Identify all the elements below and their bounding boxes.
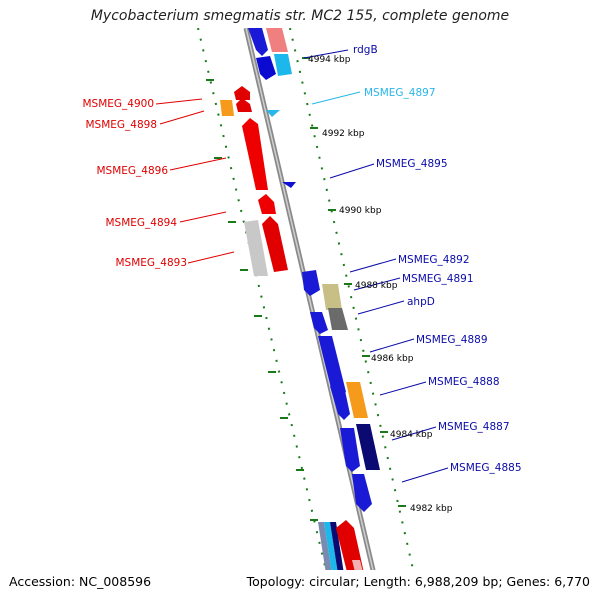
gene-glyph-MSMEG_4895 (282, 182, 296, 188)
gene-label-rdgB: rdgB (353, 44, 378, 56)
kbp-labels: 4994 kbp 4992 kbp 4990 kbp 4988 kbp 4986… (308, 55, 453, 514)
gene-label-MSMEG_4900: MSMEG_4900 (82, 98, 154, 110)
gene-glyph-MSMEG_4893-gray (244, 220, 268, 276)
gene-label-MSMEG_4889: MSMEG_4889 (416, 334, 488, 346)
gene-glyph-MSMEG_4887 (356, 424, 380, 470)
kbp-label: 4988 kbp (355, 281, 398, 291)
kbp-label: 4990 kbp (339, 206, 382, 216)
gene-label-MSMEG_4893: MSMEG_4893 (115, 257, 187, 269)
gene-glyph-MSMEG_4888 (346, 382, 368, 418)
kbp-label: 4982 kbp (410, 504, 453, 514)
kbp-label: 4984 kbp (390, 430, 433, 440)
gene-label-MSMEG_4898: MSMEG_4898 (85, 119, 157, 131)
gene-label-MSMEG_4894: MSMEG_4894 (105, 217, 177, 229)
gene-glyph-MSMEG_4893 (262, 216, 288, 272)
gene-label-MSMEG_4885: MSMEG_4885 (450, 462, 522, 474)
gene-glyph-MSMEG_4897 (266, 110, 280, 117)
gene-glyph-MSMEG_4891 (322, 284, 342, 310)
kbp-label: 4986 kbp (371, 354, 414, 364)
gene-label-MSMEG_4896: MSMEG_4896 (96, 165, 168, 177)
gene-glyph-rdgB (256, 56, 276, 80)
gene-glyph-MSMEG_4889 (318, 336, 346, 398)
gene-label-MSMEG_4897: MSMEG_4897 (364, 87, 436, 99)
gene-label-MSMEG_4888: MSMEG_4888 (428, 376, 500, 388)
label-connectors (155, 49, 449, 483)
gene-glyph-MSMEG_4896 (242, 118, 268, 190)
gene-glyph-top-blue (248, 28, 268, 56)
genome-summary-text: Topology: circular; Length: 6,988,209 bp… (246, 574, 590, 589)
ruler-ticks (206, 57, 406, 521)
gene-glyph-MSMEG_4894 (258, 194, 276, 214)
map-title: Mycobacterium smegmatis str. MC2 155, co… (90, 8, 510, 24)
gene-labels: rdgB MSMEG_4897 MSMEG_4900 MSMEG_4898 MS… (82, 44, 521, 474)
gene-glyph-ahpD (328, 308, 348, 330)
gene-glyph-MSMEG_4898 (236, 98, 252, 112)
forward-strand-genes (248, 28, 380, 512)
kbp-label: 4994 kbp (308, 55, 351, 65)
inner-ruler-right (289, 28, 415, 570)
gene-label-MSMEG_4891: MSMEG_4891 (402, 273, 474, 285)
gene-label-MSMEG_4892: MSMEG_4892 (398, 254, 470, 266)
gene-glyph-MSMEG_4887-blue (340, 428, 360, 472)
gene-label-MSMEG_4887: MSMEG_4887 (438, 421, 510, 433)
gene-glyph-ahpD-blue (310, 312, 328, 334)
gene-glyph-MSMEG_4898-orange (220, 100, 234, 116)
accession-text: Accession: NC_008596 (9, 574, 152, 589)
reverse-strand-genes (220, 86, 288, 276)
gene-glyph-top-pink (266, 28, 288, 52)
gene-glyph-MSMEG_4885 (352, 474, 372, 512)
gene-glyph-rdgB-cyan (274, 54, 292, 76)
gene-glyph-MSMEG_4888-blue (330, 386, 350, 420)
gene-label-ahpD: ahpD (407, 296, 435, 308)
gene-label-MSMEG_4895: MSMEG_4895 (376, 158, 448, 170)
gene-glyph-MSMEG_4892 (302, 270, 320, 296)
gene-glyph-MSMEG_4900 (234, 86, 250, 100)
bottom-gene-cluster (318, 520, 364, 570)
kbp-label: 4992 kbp (322, 129, 365, 139)
